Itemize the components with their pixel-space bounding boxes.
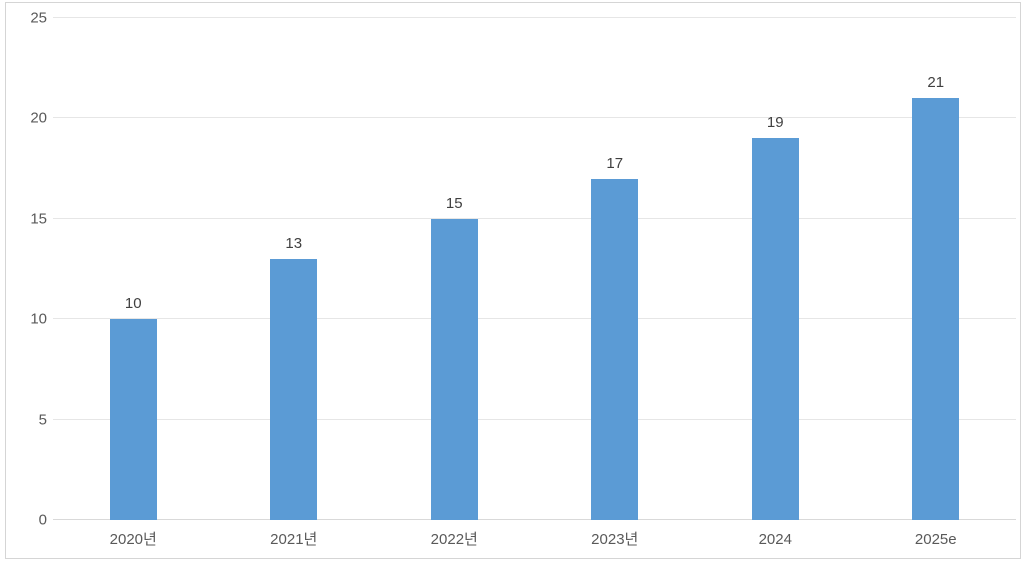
bar-2022년	[430, 218, 478, 520]
bar-2021년	[270, 258, 318, 520]
bar-value-label: 17	[606, 154, 624, 172]
x-category-label: 2024	[758, 531, 792, 548]
x-category-label: 2025e	[914, 531, 957, 548]
bar-value-label: 19	[766, 114, 784, 132]
bar-2023년	[591, 178, 639, 520]
gridline	[53, 418, 1016, 420]
y-tick-label: 20	[30, 109, 47, 127]
bar-value-label: 21	[927, 74, 945, 92]
bar-2025e	[912, 98, 960, 520]
y-tick-label: 10	[30, 310, 47, 328]
gridline	[53, 117, 1016, 119]
x-category-label: 2022년	[430, 531, 478, 548]
bar-value-label: 15	[445, 194, 463, 212]
bar-value-label: 13	[285, 234, 303, 252]
gridline	[53, 17, 1016, 18]
x-category-label: 2021년	[270, 531, 318, 548]
chart-frame: 0 5 10 15 20 25 10 2020년 13 2021년 15 2022년 17 2023년 19…	[5, 2, 1021, 559]
plot-area: 0 5 10 15 20 25 10 2020년 13 2021년 15 2022년 17 2023년 19…	[30, 11, 1016, 547]
x-category-label: 2020년	[109, 531, 157, 548]
x-axis-line	[53, 519, 1016, 520]
gridline	[53, 217, 1016, 219]
y-tick-label: 5	[38, 411, 47, 429]
gridline	[53, 318, 1016, 320]
bar-2024	[751, 138, 799, 520]
x-category-label: 2023년	[591, 531, 639, 548]
y-tick-label: 15	[30, 210, 47, 228]
bar-value-label: 10	[124, 295, 142, 313]
y-tick-label: 0	[38, 511, 47, 529]
bar-2020년	[109, 319, 157, 520]
y-tick-label: 25	[30, 9, 47, 27]
